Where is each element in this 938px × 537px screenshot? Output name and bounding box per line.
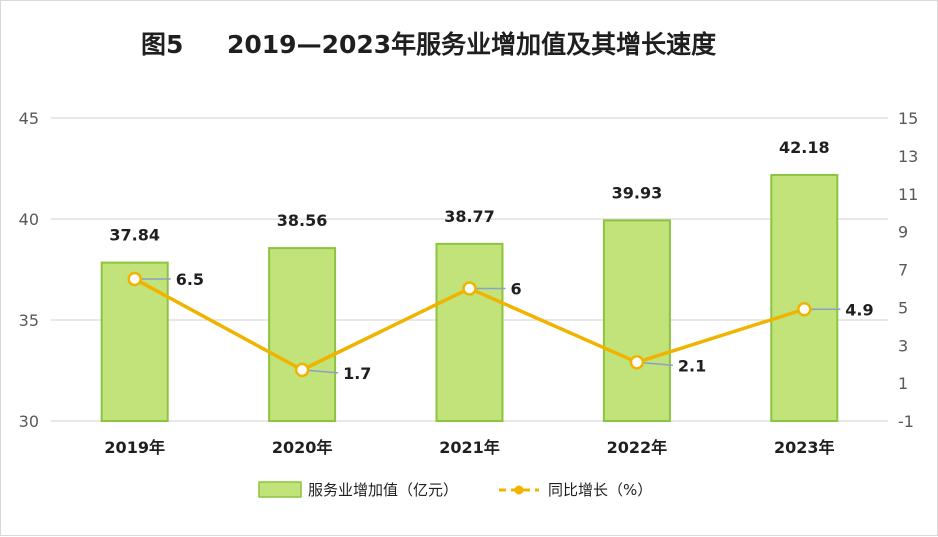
right-tick-label: 7	[898, 261, 908, 280]
category-label: 2019年	[104, 438, 165, 457]
line-value-label: 6	[511, 279, 522, 298]
category-label: 2021年	[439, 438, 500, 457]
left-tick-label: 40	[19, 210, 39, 229]
line-point	[462, 281, 477, 296]
left-axis-ticks: 30 35 40 45	[19, 109, 39, 431]
right-tick-label: 13	[898, 147, 918, 166]
bar	[770, 173, 839, 422]
right-tick-label: -1	[898, 412, 914, 431]
line-value-label: 4.9	[845, 300, 873, 319]
legend-line-label: 同比增长（%）	[548, 481, 652, 499]
right-tick-label: 11	[898, 185, 918, 204]
left-tick-label: 45	[19, 109, 39, 128]
right-tick-label: 3	[898, 336, 908, 355]
line-point	[629, 355, 645, 370]
line-value-label: 2.1	[678, 356, 706, 375]
bar-value-labels: 37.84 38.56 38.77 39.93 42.18	[109, 138, 829, 245]
legend-line-marker	[514, 485, 524, 495]
left-tick-label: 30	[19, 412, 39, 431]
bar	[435, 242, 504, 422]
right-tick-label: 1	[898, 374, 908, 393]
line-value-label: 6.5	[176, 270, 204, 289]
bar-value-label: 38.77	[444, 207, 495, 226]
bar-value-label: 39.93	[612, 183, 663, 202]
right-tick-label: 15	[898, 109, 918, 128]
category-label: 2020年	[272, 438, 333, 457]
line-point	[127, 271, 142, 287]
bar-value-label: 37.84	[109, 226, 160, 245]
bar	[268, 247, 337, 422]
bar-value-label: 42.18	[779, 138, 830, 157]
legend-bar-label: 服务业增加值（亿元）	[308, 481, 458, 499]
bar-value-label: 38.56	[277, 211, 328, 230]
left-tick-label: 35	[19, 311, 39, 330]
chart-title: 2019—2023年服务业增加值及其增长速度	[227, 30, 716, 59]
legend-bar-swatch	[258, 481, 302, 498]
bar	[602, 219, 671, 422]
category-label: 2022年	[607, 438, 668, 457]
line-point	[797, 302, 812, 317]
category-label: 2023年	[774, 438, 835, 457]
category-labels: 2019年 2020年 2021年 2022年 2023年	[104, 438, 834, 457]
bar	[100, 261, 169, 422]
line-series: 6.5 1.7 6 2.1 4.9	[127, 270, 874, 383]
chart-title-prefix: 图5	[141, 30, 183, 59]
right-tick-label: 5	[898, 298, 908, 317]
line-point	[294, 362, 310, 378]
right-tick-label: 9	[898, 223, 908, 242]
legend: 服务业增加值（亿元） 同比增长（%）	[258, 481, 652, 499]
bar-series	[100, 173, 839, 422]
line-value-label: 1.7	[343, 364, 371, 383]
